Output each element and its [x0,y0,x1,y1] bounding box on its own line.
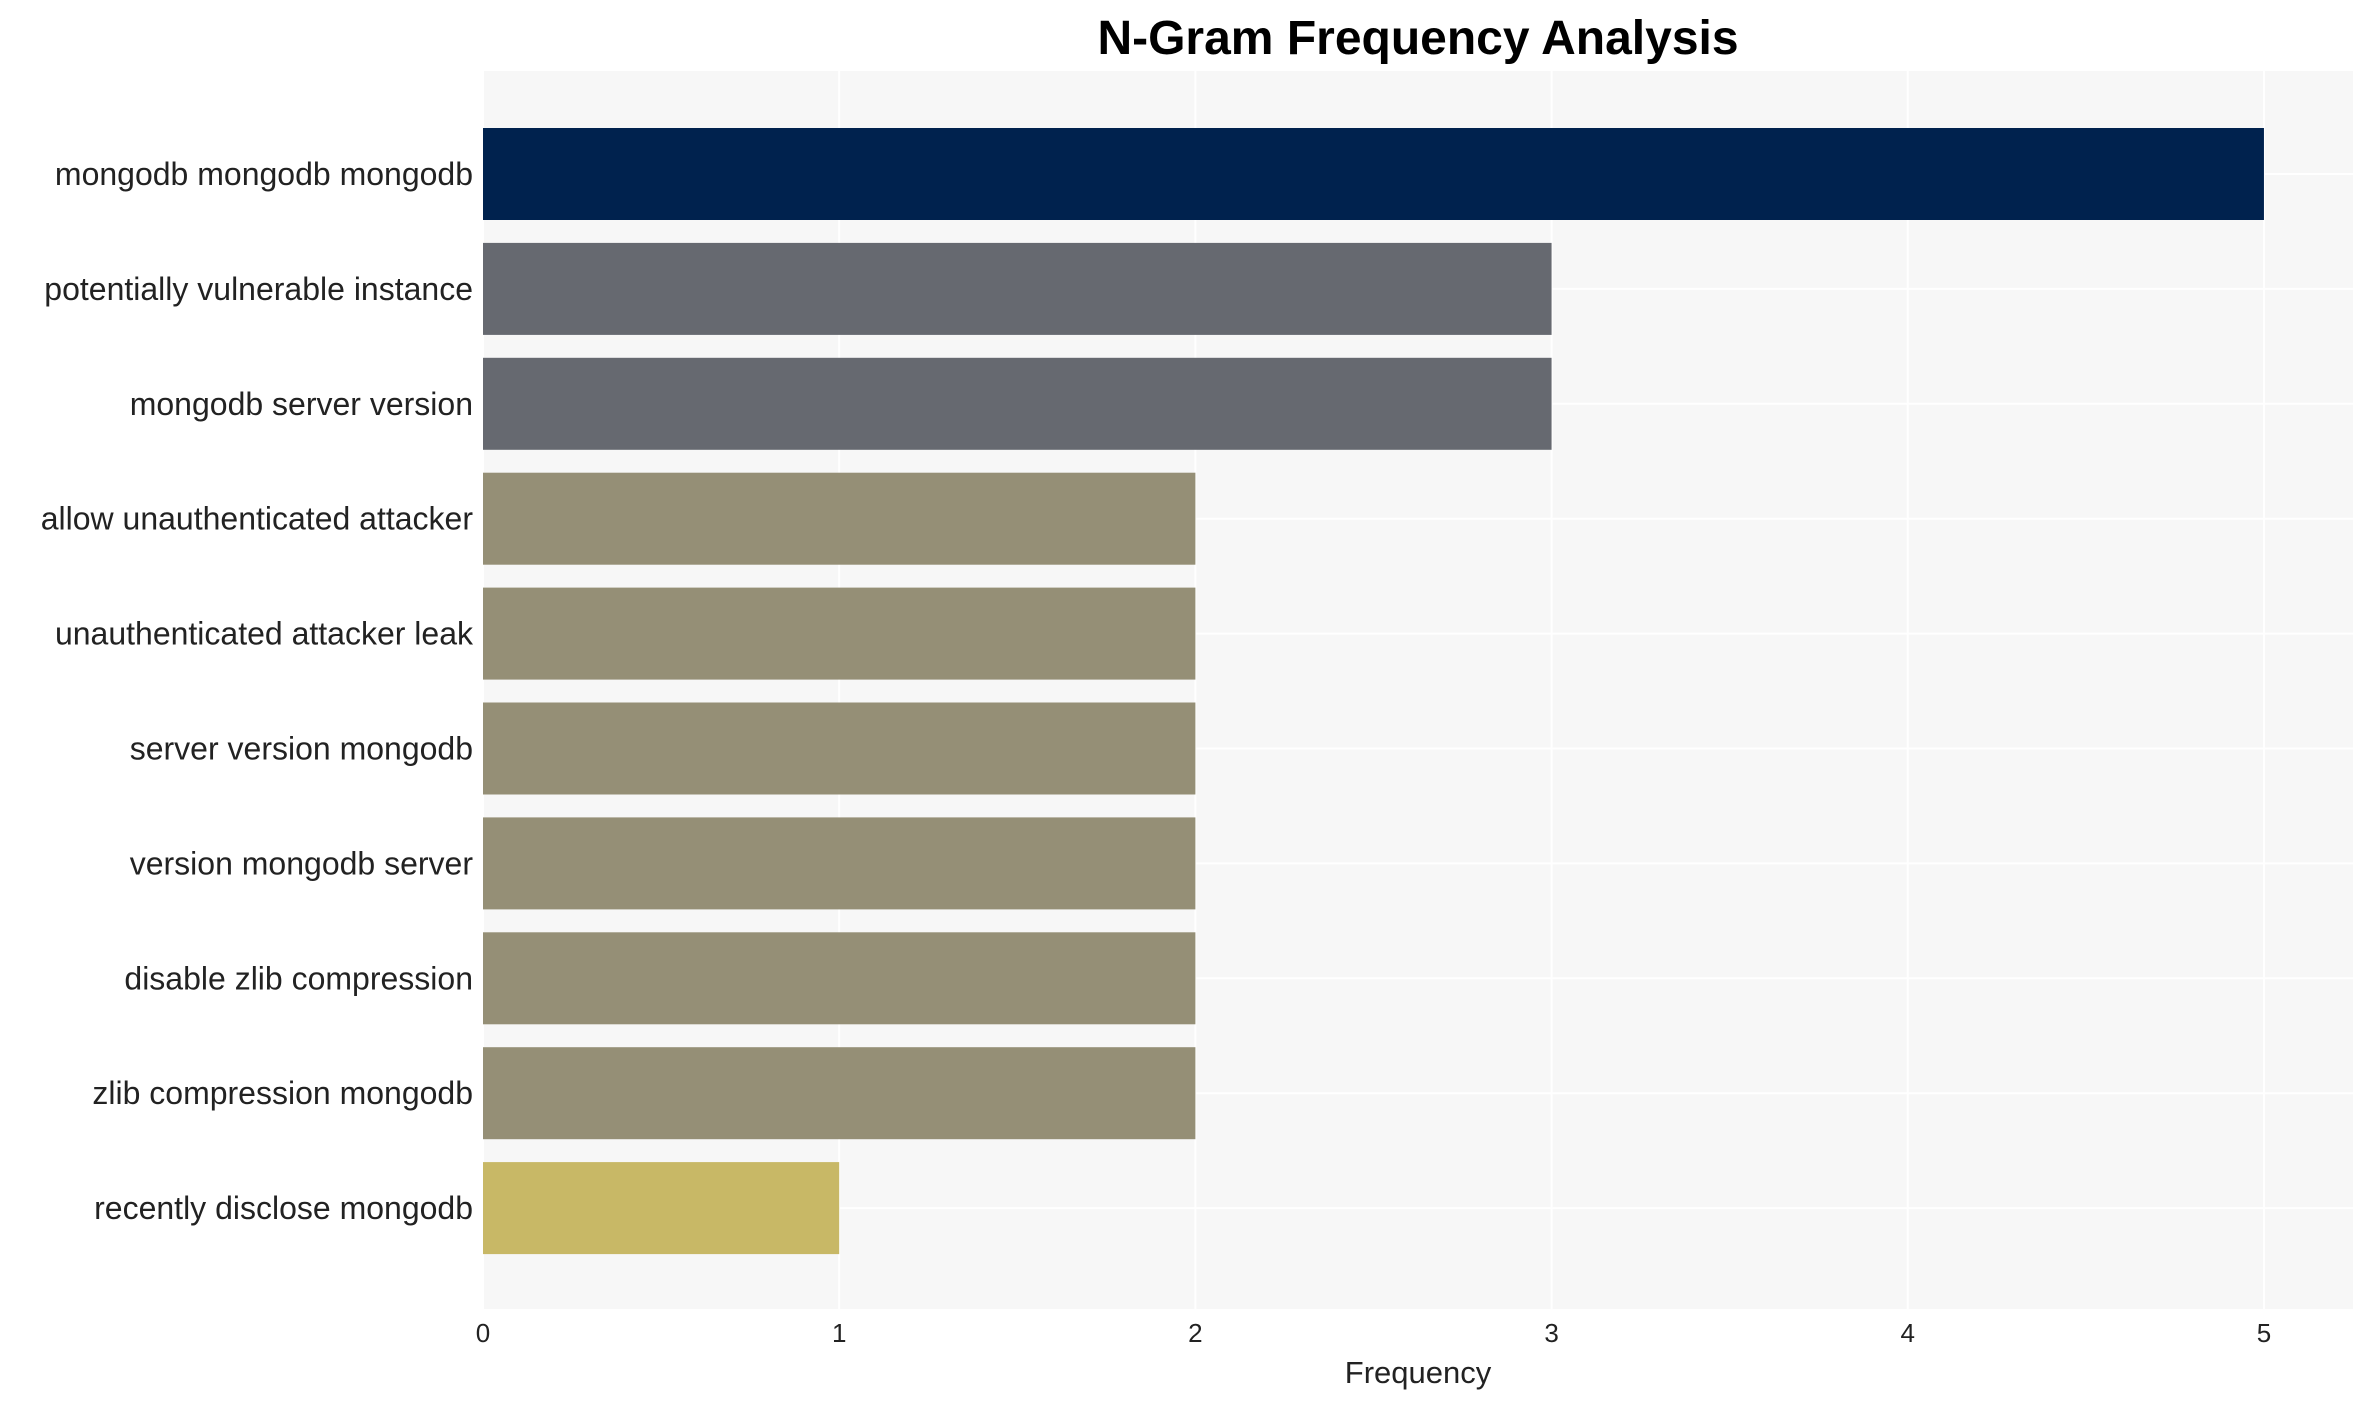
category-label: mongodb mongodb mongodb [55,156,473,192]
bar [483,932,1196,1025]
x-tick-label: 3 [1544,1318,1558,1348]
chart-title: N-Gram Frequency Analysis [1097,12,1738,65]
category-label: server version mongodb [130,731,473,767]
bar [483,587,1196,680]
x-tick-label: 4 [1901,1318,1915,1348]
category-label: allow unauthenticated attacker [41,501,474,537]
x-tick-label: 1 [832,1318,846,1348]
category-label: disable zlib compression [124,960,473,996]
category-label: mongodb server version [130,386,473,422]
x-tick-label: 2 [1188,1318,1202,1348]
x-tick-label: 0 [476,1318,490,1348]
bar [483,817,1196,910]
category-label: unauthenticated attacker leak [55,616,474,652]
x-tick-label: 5 [2257,1318,2271,1348]
bar [483,1162,840,1255]
bar [483,242,1552,335]
bar [483,702,1196,795]
category-label: potentially vulnerable instance [44,271,473,307]
category-label: zlib compression mongodb [92,1075,473,1111]
bar [483,357,1552,450]
category-label: recently disclose mongodb [94,1190,473,1226]
bar [483,472,1196,565]
category-label: version mongodb server [130,845,474,881]
bar [483,1047,1196,1140]
x-axis-label: Frequency [1345,1355,1492,1390]
bar [483,128,2264,220]
